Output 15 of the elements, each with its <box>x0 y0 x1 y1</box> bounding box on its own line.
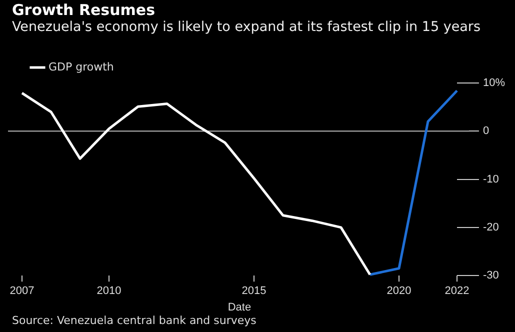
y-tick-label: -20 <box>482 221 499 234</box>
y-tick-label: -30 <box>482 270 499 282</box>
chart-title: Growth Resumes <box>12 1 156 19</box>
x-axis-title: Date <box>228 301 252 314</box>
y-tick-label: 10% <box>482 77 506 90</box>
x-tick-label: 2007 <box>10 285 34 298</box>
legend-label: GDP growth <box>48 60 114 74</box>
y-tick-label: -10 <box>482 173 499 186</box>
x-tick-label: 2010 <box>96 285 122 298</box>
x-tick-label: 2022 <box>444 285 470 298</box>
chart-subtitle: Venezuela's economy is likely to expand at its fastest clip in 15 years <box>12 19 481 35</box>
x-tick-label: 2020 <box>386 285 412 298</box>
y-tick-label: 0 <box>482 125 490 138</box>
source-note: Source: Venezuela central bank and surveys <box>12 314 256 327</box>
x-tick-label: 2015 <box>242 285 266 298</box>
